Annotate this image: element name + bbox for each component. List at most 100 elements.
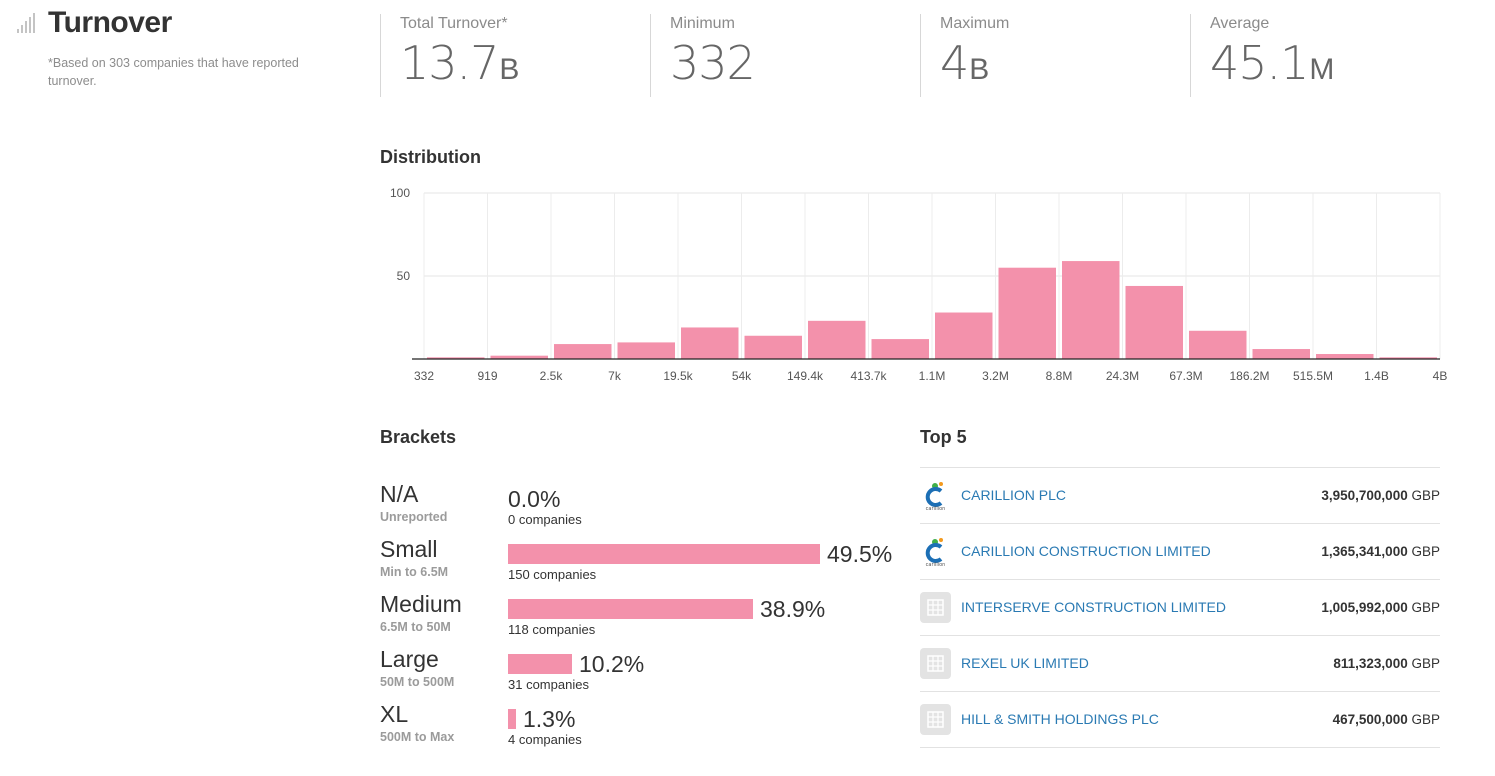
top5-row: HILL & SMITH HOLDINGS PLC 467,500,000 GBP	[920, 692, 1440, 748]
building-icon	[920, 648, 951, 679]
bracket-row: Large 50M to 500M 10.2% 31 companies	[380, 646, 900, 696]
bracket-percent: 0.0%	[508, 485, 561, 512]
turnover-footnote: *Based on 303 companies that have report…	[48, 56, 299, 88]
bar-chart-icon	[17, 13, 35, 33]
bracket-percent: 38.9%	[760, 595, 826, 622]
building-icon	[920, 592, 951, 623]
bracket-name: Small	[380, 536, 438, 562]
stat-value: 45.1M	[1210, 36, 1334, 90]
bracket-name: Large	[380, 646, 439, 672]
bracket-percent: 49.5%	[827, 540, 893, 567]
x-tick-label: 1.4B	[1364, 369, 1389, 383]
bracket-count: 4 companies	[508, 732, 582, 747]
svg-text:carillion: carillion	[926, 562, 946, 567]
bracket-row: XL 500M to Max 1.3% 4 companies	[380, 701, 900, 751]
company-link[interactable]: HILL & SMITH HOLDINGS PLC	[961, 711, 1159, 727]
histogram-bar	[1316, 354, 1374, 359]
histogram-bar	[935, 312, 993, 359]
x-tick-label: 149.4k	[787, 369, 824, 383]
bracket-bar	[508, 544, 820, 564]
company-turnover: 811,323,000 GBP	[1333, 656, 1440, 671]
stat-label: Minimum	[670, 15, 735, 32]
histogram-bar	[871, 339, 929, 359]
histogram-bar	[744, 335, 802, 359]
histogram-bar	[427, 357, 485, 359]
bracket-count: 0 companies	[508, 512, 582, 527]
x-tick-label: 54k	[732, 369, 752, 383]
bracket-name: Medium	[380, 591, 462, 617]
stat-label: Total Turnover*	[400, 15, 508, 32]
bracket-range: 500M to Max	[380, 730, 455, 744]
histogram-bar	[490, 355, 548, 359]
bracket-bar	[508, 654, 572, 674]
x-tick-label: 413.7k	[850, 369, 887, 383]
top5-row: carillion CARILLION CONSTRUCTION LIMITED 1…	[920, 524, 1440, 580]
x-tick-label: 24.3M	[1106, 369, 1139, 383]
histogram-bar	[1062, 261, 1120, 359]
bracket-bar-group: 1.3%	[508, 704, 575, 734]
distribution-title: Distribution	[380, 147, 481, 167]
bracket-count: 31 companies	[508, 677, 589, 692]
carillion-logo-icon: carillion	[920, 536, 951, 568]
stat-label: Maximum	[940, 15, 1010, 32]
stat-average: Average 45.1M	[1190, 14, 1440, 97]
stat-label: Average	[1210, 15, 1270, 32]
bracket-bar-group: 38.9%	[508, 594, 825, 624]
top5-list: carillion CARILLION PLC 3,950,700,000 GBP c…	[920, 467, 1440, 748]
stat-total-turnover: Total Turnover* 13.7B	[380, 14, 630, 97]
company-link[interactable]: INTERSERVE CONSTRUCTION LIMITED	[961, 599, 1226, 615]
company-turnover: 1,365,341,000 GBP	[1321, 544, 1440, 559]
company-link[interactable]: CARILLION CONSTRUCTION LIMITED	[961, 543, 1211, 559]
bracket-bar-group: 0.0%	[508, 484, 560, 514]
stat-minimum: Minimum 332	[650, 14, 900, 97]
bracket-bar	[508, 599, 753, 619]
x-tick-label: 3.2M	[982, 369, 1009, 383]
bracket-range: 6.5M to 50M	[380, 620, 451, 634]
distribution-chart: 50 100 332 919 2.5k 7k 19.5k 54k 149.4k 413.7k 1.1…	[390, 186, 1447, 383]
bracket-percent: 1.3%	[523, 705, 576, 732]
bracket-name: XL	[380, 701, 409, 727]
stat-value: 4B	[940, 36, 989, 90]
x-tick-label: 8.8M	[1046, 369, 1073, 383]
company-link[interactable]: CARILLION PLC	[961, 487, 1067, 503]
x-tick-label: 919	[477, 369, 497, 383]
top5-row: INTERSERVE CONSTRUCTION LIMITED 1,005,992…	[920, 580, 1440, 636]
histogram-bar	[681, 327, 739, 359]
x-tick-label: 186.2M	[1229, 369, 1269, 383]
histogram-bar	[554, 344, 612, 359]
stat-value: 332	[670, 36, 756, 90]
histogram-bar	[998, 267, 1056, 359]
x-tick-label: 67.3M	[1169, 369, 1202, 383]
x-tick-label: 19.5k	[663, 369, 693, 383]
company-turnover: 3,950,700,000 GBP	[1321, 488, 1440, 503]
stat-value: 13.7B	[400, 36, 519, 90]
bracket-range: Unreported	[380, 510, 448, 524]
histogram-bar	[808, 320, 866, 359]
bracket-row: Small Min to 6.5M 49.5% 150 companies	[380, 536, 900, 586]
y-tick-label: 50	[397, 269, 411, 283]
histogram-bar	[1252, 349, 1310, 359]
bracket-count: 118 companies	[508, 622, 596, 637]
bracket-range: Min to 6.5M	[380, 565, 449, 579]
building-icon	[920, 704, 951, 735]
bracket-bar	[508, 709, 516, 729]
page-title: Turnover	[48, 6, 172, 39]
bracket-percent: 10.2%	[579, 650, 645, 677]
y-tick-label: 100	[390, 186, 410, 200]
bracket-row: Medium 6.5M to 50M 38.9% 118 companies	[380, 591, 900, 641]
histogram-bar	[1125, 285, 1183, 359]
histogram-bar	[1189, 330, 1247, 359]
top5-title: Top 5	[920, 427, 967, 447]
carillion-logo-icon: carillion	[920, 480, 951, 512]
bracket-bar-group: 10.2%	[508, 649, 644, 679]
histogram-bar	[1379, 357, 1437, 359]
bracket-row: N/A Unreported 0.0% 0 companies	[380, 481, 900, 531]
bracket-range: 50M to 500M	[380, 675, 455, 689]
x-tick-label: 2.5k	[540, 369, 564, 383]
top5-row: carillion CARILLION PLC 3,950,700,000 GBP	[920, 468, 1440, 524]
company-link[interactable]: REXEL UK LIMITED	[961, 655, 1089, 671]
company-turnover: 1,005,992,000 GBP	[1321, 600, 1440, 615]
brackets-title: Brackets	[380, 427, 457, 447]
x-tick-label: 515.5M	[1293, 369, 1333, 383]
top5-row: REXEL UK LIMITED 811,323,000 GBP	[920, 636, 1440, 692]
